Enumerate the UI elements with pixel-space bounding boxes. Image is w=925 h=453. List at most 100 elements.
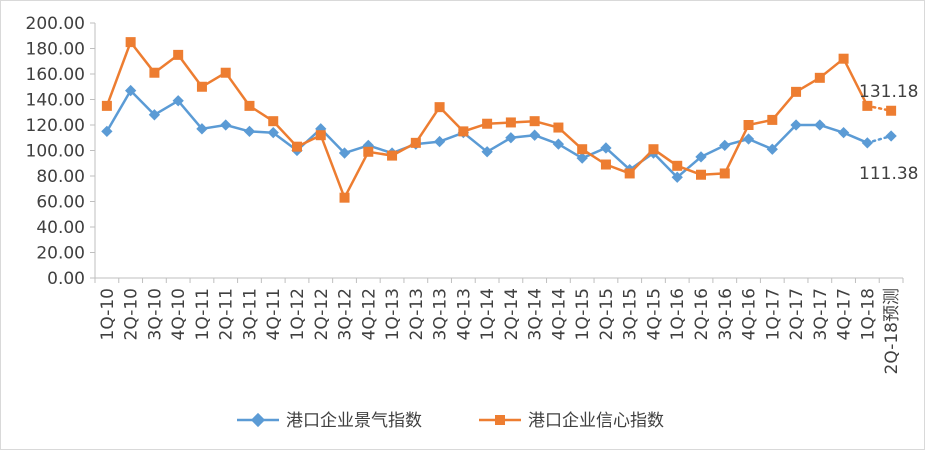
data-point-sentiment [505,132,517,144]
data-point-confidence [482,118,493,129]
x-tick-label: 4Q-17 [835,288,855,340]
data-point-confidence [101,100,112,111]
data-point-confidence [838,53,849,64]
series-layer [101,37,897,203]
data-point-confidence [624,168,635,179]
x-tick-label: 1Q-17 [763,288,783,340]
data-point-confidence [767,114,778,125]
data-point-confidence [125,37,136,48]
y-tick-label: 100.00 [26,142,85,162]
x-tick-label: 4Q-10 [169,288,189,340]
x-tick-label: 1Q-18 [858,288,878,340]
data-point-confidence [696,169,706,180]
x-tick-label: 3Q-16 [716,288,736,340]
data-point-sentiment [814,119,826,131]
x-tick-label: 4Q-14 [549,288,569,340]
data-point-sentiment [481,146,493,158]
data-point-sentiment [695,151,707,163]
x-tick-label: 2Q-14 [502,288,522,340]
data-point-confidence [149,67,160,78]
legend-item-sentiment[interactable]: 港口企业景气指数 [237,411,422,431]
data-point-sentiment [267,126,279,139]
y-tick-label: 60.00 [36,193,85,213]
data-point-confidence [672,160,683,171]
data-point-sentiment [528,129,541,141]
data-point-sentiment [338,147,351,159]
x-tick-label: 1Q-14 [478,288,498,340]
x-tick-label: 1Q-11 [193,288,213,340]
x-tick-label: 3Q-10 [145,288,165,340]
data-point-confidence [648,144,659,155]
y-tick-label: 160.00 [26,65,85,85]
y-tick-label: 140.00 [26,91,85,111]
data-point-confidence [363,146,374,157]
data-point-sentiment [719,139,731,152]
x-tick-label: 2Q-10 [122,288,142,340]
data-point-confidence [410,137,421,148]
legend-label-confidence: 港口企业信心指数 [528,411,664,431]
y-tick-label: 40.00 [36,218,85,238]
data-point-confidence [505,117,516,128]
data-point-confidence [458,126,469,137]
legend-marker-confidence [495,415,505,425]
data-point-sentiment [552,138,565,150]
x-tick-label: 4Q-11 [264,288,284,340]
axes [90,22,904,283]
legend-label-sentiment: 港口企业景气指数 [286,411,422,431]
data-point-confidence [577,144,588,155]
x-tick-label: 2Q-15 [597,288,617,340]
series-line-sentiment [105,89,868,179]
y-tick-label: 120.00 [26,116,85,136]
annotation-confidence-forecast: 131.18 [859,82,918,102]
x-tick-label: 2Q-16 [692,288,712,340]
data-point-confidence [173,49,184,60]
data-point-confidence [719,168,730,179]
legend: 港口企业景气指数 港口企业信心指数 [237,411,664,431]
annotation-layer: 131.18 111.38 [859,82,918,184]
annotation-sentiment-forecast: 111.38 [859,164,918,184]
x-tick-labels: 1Q-10 2Q-10 3Q-10 4Q-10 1Q-11 2Q-11 3Q-11 4Q-11… [98,288,902,374]
data-point-confidence [315,130,326,141]
data-point-confidence [862,100,873,111]
data-point-sentiment [243,125,256,138]
data-point-confidence [814,72,825,83]
data-point-sentiment [600,142,612,154]
data-point-confidence [387,150,398,161]
series-sentiment [101,84,897,183]
y-tick-label: 0.00 [47,269,85,289]
data-point-sentiment [220,119,232,131]
data-point-sentiment [124,84,137,97]
data-point-sentiment [576,152,588,164]
x-tick-label: 1Q-12 [288,288,308,340]
data-point-confidence [553,122,564,133]
data-point-confidence [743,120,754,130]
x-tick-label: 3Q-12 [336,288,356,340]
legend-marker-sentiment [250,412,266,428]
data-point-confidence [268,116,279,127]
data-point-confidence [196,81,207,92]
x-tick-label: 1Q-13 [383,288,403,340]
y-tick-label: 180.00 [26,40,85,60]
data-point-sentiment [671,171,683,183]
data-point-confidence [791,86,802,97]
x-tick-label: 4Q-16 [740,288,760,340]
data-point-confidence [244,100,255,111]
x-tick-label: 3Q-17 [811,288,831,340]
x-tick-label: 3Q-15 [621,288,641,340]
data-point-sentiment [433,135,446,148]
y-tick-label: 20.00 [36,244,85,264]
x-tick-label: 1Q-10 [98,288,118,340]
y-tick-label: 80.00 [36,167,85,187]
x-tick-label: 2Q-13 [407,288,427,340]
data-point-sentiment [837,126,850,139]
series-confidence [101,37,897,203]
x-tick-label: 1Q-15 [573,288,593,340]
data-point-confidence [220,67,231,78]
x-tick-label: 2Q-18预测 [882,288,902,374]
x-tick-label: 3Q-13 [431,288,451,340]
data-point-confidence [886,105,897,116]
data-point-sentiment [742,133,755,145]
legend-item-confidence[interactable]: 港口企业信心指数 [479,411,664,431]
